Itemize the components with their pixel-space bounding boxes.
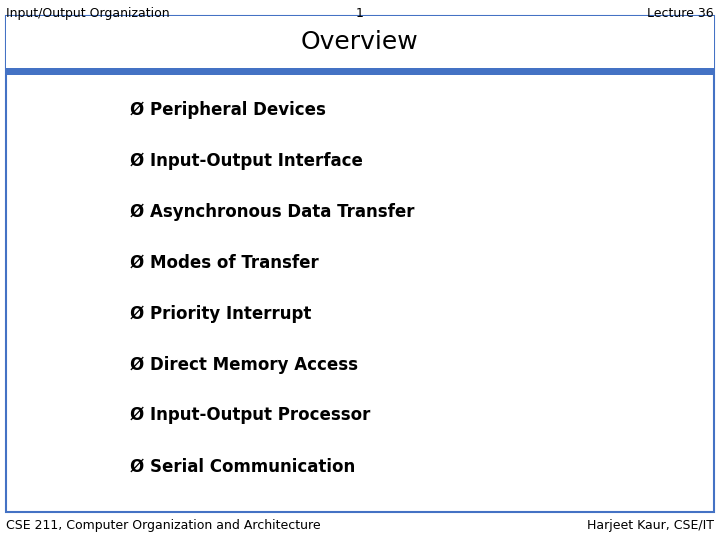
Text: 1: 1 <box>356 7 364 20</box>
Text: Ø Priority Interrupt: Ø Priority Interrupt <box>130 305 311 323</box>
Text: Input/Output Organization: Input/Output Organization <box>6 7 170 20</box>
Text: Ø Peripheral Devices: Ø Peripheral Devices <box>130 102 326 119</box>
Text: Overview: Overview <box>301 30 419 54</box>
Bar <box>6 68 714 75</box>
Text: Lecture 36: Lecture 36 <box>647 7 714 20</box>
Text: CSE 211, Computer Organization and Architecture: CSE 211, Computer Organization and Archi… <box>6 519 320 532</box>
Text: Ø Asynchronous Data Transfer: Ø Asynchronous Data Transfer <box>130 203 415 221</box>
Text: Ø Input-Output Processor: Ø Input-Output Processor <box>130 407 370 424</box>
Text: Ø Modes of Transfer: Ø Modes of Transfer <box>130 254 319 272</box>
Text: Ø Input-Output Interface: Ø Input-Output Interface <box>130 152 363 170</box>
Text: Ø Direct Memory Access: Ø Direct Memory Access <box>130 356 358 374</box>
Text: Ø Serial Communication: Ø Serial Communication <box>130 457 355 475</box>
Bar <box>6 16 714 68</box>
Text: Harjeet Kaur, CSE/IT: Harjeet Kaur, CSE/IT <box>587 519 714 532</box>
